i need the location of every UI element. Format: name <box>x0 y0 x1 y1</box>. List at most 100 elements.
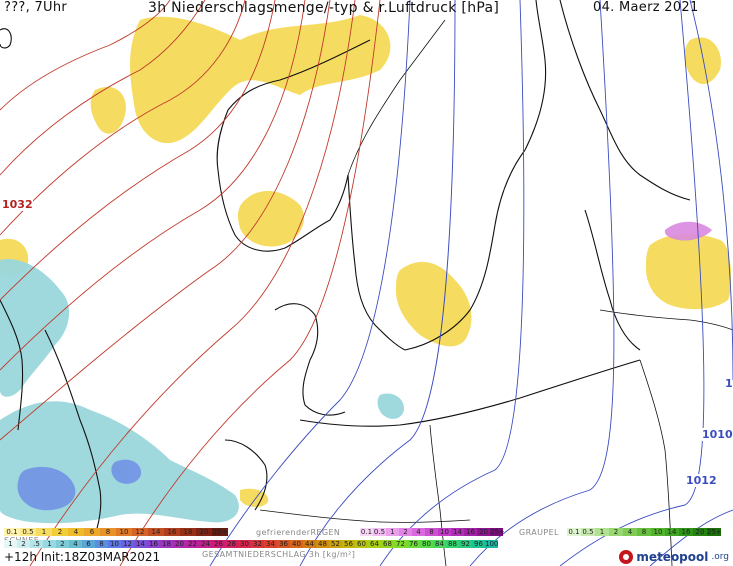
legend-swatch: 8 <box>100 528 116 536</box>
coast-britain-e <box>44 329 102 536</box>
legend-swatch: 0.5 <box>20 528 36 536</box>
legend-swatch: 14 <box>451 528 464 536</box>
legend-swatch: 12 <box>132 528 148 536</box>
legend-swatch: 34 <box>264 540 277 548</box>
coast-netherlands <box>224 439 268 511</box>
isobar-l1 <box>209 0 411 566</box>
legend-swatch: 18 <box>160 540 173 548</box>
snow-area-ireland-n <box>15 269 46 309</box>
freezing-rain-areas <box>664 221 712 241</box>
legend-swatch: 4 <box>412 528 425 536</box>
heavy-snow-1 <box>17 466 76 511</box>
legend-swatch: 32 <box>251 540 264 548</box>
legend-swatch: 14 <box>134 540 147 548</box>
coast-sweden-west <box>347 174 406 351</box>
legend-swatch: 10 <box>108 540 121 548</box>
isobar-h1 <box>0 0 171 111</box>
run-info: +12h Init:18Z03MAR2021 <box>4 550 161 564</box>
coastlines <box>0 0 691 536</box>
legend-swatch: 1 <box>4 540 17 548</box>
heavy-snow-2 <box>111 459 142 484</box>
legend-swatch: 18 <box>180 528 196 536</box>
map-title: 3h Niederschlagsmenge/-typ & r.Luftdruck… <box>148 0 500 16</box>
legend-swatch: 25+ <box>707 528 722 536</box>
isobar-l3 <box>379 0 525 566</box>
legend-swatch: 0.1 <box>4 528 20 536</box>
legend-swatch: 16 <box>147 540 160 548</box>
legend-swatch: 8 <box>637 528 651 536</box>
meteopool-logo-icon <box>619 550 634 564</box>
rain-area-baltic <box>645 233 732 310</box>
legend-swatch: 14 <box>665 528 679 536</box>
legend-swatch: 4 <box>623 528 637 536</box>
freezing-rain-legend-title: gefrierenderREGEN <box>256 528 341 537</box>
legend-swatch: 60 <box>355 540 368 548</box>
rain-area-sweden <box>395 261 472 347</box>
legend-swatch: 20 <box>173 540 186 548</box>
isobar-l2 <box>299 0 456 566</box>
coast-denmark <box>274 303 346 416</box>
graupel-legend-title: GRAUPEL <box>519 528 559 537</box>
legend-swatch: 25+ <box>212 528 228 536</box>
isobar-label-high: 1032 <box>2 198 33 211</box>
valid-time: ???, 7Uhr <box>4 0 68 15</box>
isobar-label-1010: 1010 <box>702 428 733 441</box>
legend-swatch: 10 <box>651 528 665 536</box>
legend-swatch: 72 <box>394 540 407 548</box>
legend-swatch: 20 <box>477 528 490 536</box>
legend-swatch: 20 <box>693 528 707 536</box>
borders <box>259 19 733 566</box>
legend-swatch: 96 <box>472 540 485 548</box>
legend-swatch: 48 <box>316 540 329 548</box>
legend-swatch: 10 <box>116 528 132 536</box>
legend-swatch: 26 <box>212 540 225 548</box>
legend-swatch: 44 <box>303 540 316 548</box>
legend-swatch: 25+ <box>490 528 505 536</box>
isobar-h6 <box>0 0 331 441</box>
brand[interactable]: meteopool .org <box>619 550 729 564</box>
legend-swatch: 8 <box>95 540 108 548</box>
isobar-l4 <box>469 0 615 566</box>
legend-swatch: 76 <box>407 540 420 548</box>
isobar-h8 <box>119 0 381 566</box>
legend-swatch: 0.5 <box>581 528 595 536</box>
freezing-rain-legend: 0.1 0.5 1 2 4 8 10 14 16 20 25+ <box>360 528 505 536</box>
legend-swatch: 68 <box>381 540 394 548</box>
coast-bothnia <box>524 0 547 151</box>
legend-swatch: 84 <box>433 540 446 548</box>
coast-shetland <box>0 28 12 49</box>
graupel-legend: 0.1 0.5 1 2 4 8 10 14 16 20 25+ <box>567 528 722 536</box>
freezing-rain-1 <box>664 221 712 241</box>
border-baltic <box>599 309 733 331</box>
legend-swatch: 88 <box>446 540 459 548</box>
snow-legend: 1 2.5 1 2 4 6 8 10 12 14 16 18 20 22 24 26 28 30 32 34 36 40 4… <box>4 540 498 548</box>
legend-swatch: 20 <box>196 528 212 536</box>
legend-swatch: 12 <box>121 540 134 548</box>
coast-germany-pl <box>299 359 641 427</box>
isobar-h5 <box>0 0 306 371</box>
border-pl-de <box>429 424 447 566</box>
isobar-h2 <box>0 0 206 176</box>
legend-swatch: 1 <box>36 528 52 536</box>
legend-swatch: 1 <box>43 540 56 548</box>
legend-swatch: 52 <box>329 540 342 548</box>
legend-swatch: 2 <box>399 528 412 536</box>
legend-swatch: 80 <box>420 540 433 548</box>
rain-area-northeast <box>684 37 721 85</box>
legend-swatch: 0.1 <box>360 528 373 536</box>
legend-swatch: 1 <box>386 528 399 536</box>
coast-norway <box>216 39 371 252</box>
legend-swatch: 40 <box>290 540 303 548</box>
legend-swatch: 8 <box>425 528 438 536</box>
legend-swatch: 30 <box>238 540 251 548</box>
total-precip-legend-title: GESAMTNIEDERSCHLAG 3h [kg/m²] <box>202 550 356 559</box>
legend-swatch: 0.1 <box>567 528 581 536</box>
isobar-h3 <box>0 0 246 236</box>
legend-swatch: 6 <box>82 540 95 548</box>
legend-swatch: 28 <box>225 540 238 548</box>
legend-swatch: 16 <box>464 528 477 536</box>
legend-swatch: 22 <box>186 540 199 548</box>
legend-swatch: 4 <box>68 528 84 536</box>
